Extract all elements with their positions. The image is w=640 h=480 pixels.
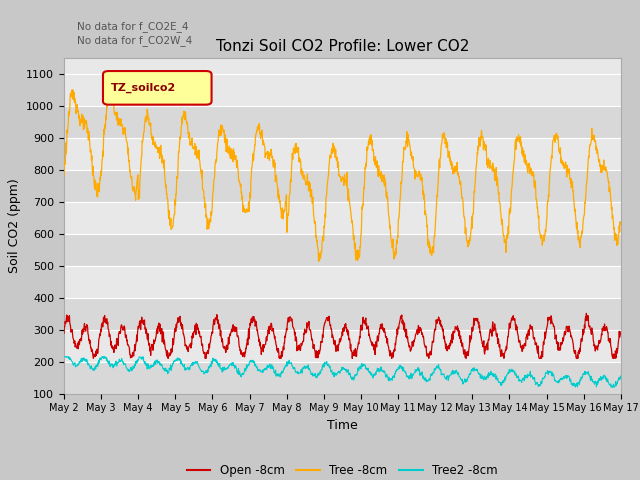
Title: Tonzi Soil CO2 Profile: Lower CO2: Tonzi Soil CO2 Profile: Lower CO2 (216, 39, 469, 54)
Y-axis label: Soil CO2 (ppm): Soil CO2 (ppm) (8, 178, 20, 273)
Tree2 -8cm (429, 370, 436, 376)
Open -8cm (502, 348, 509, 353)
Tree -8cm (552, 134, 559, 140)
Tree -8cm (246, 195, 254, 201)
Open -8cm (582, 311, 590, 316)
Line: Tree2 -8cm: Tree2 -8cm (64, 357, 621, 387)
Bar (64, 169, 621, 202)
X-axis label: Time: Time (327, 419, 358, 432)
Bar (64, 361, 621, 394)
Open -8cm (164, 356, 172, 361)
Tree2 -8cm (502, 377, 509, 383)
Tree -8cm (617, 219, 625, 225)
Tree2 -8cm (246, 358, 254, 364)
Bar (64, 330, 621, 361)
Tree2 -8cm (60, 354, 68, 360)
Tree -8cm (106, 84, 113, 90)
Legend: Open -8cm, Tree -8cm, Tree2 -8cm: Open -8cm, Tree -8cm, Tree2 -8cm (182, 459, 503, 480)
Tree2 -8cm (184, 364, 191, 370)
Open -8cm (171, 326, 179, 332)
Open -8cm (246, 322, 254, 328)
Open -8cm (429, 338, 437, 344)
Bar (64, 265, 621, 298)
Bar (64, 73, 621, 106)
Bar (64, 234, 621, 265)
Open -8cm (60, 330, 68, 336)
Open -8cm (551, 336, 559, 342)
Bar (64, 202, 621, 234)
Bar (64, 298, 621, 330)
Tree -8cm (502, 237, 510, 242)
Text: No data for f_CO2E_4: No data for f_CO2E_4 (77, 21, 188, 32)
Bar (64, 106, 621, 138)
Tree -8cm (429, 250, 437, 255)
FancyBboxPatch shape (103, 71, 212, 105)
Tree -8cm (60, 173, 68, 179)
Open -8cm (617, 329, 625, 335)
Text: No data for f_CO2W_4: No data for f_CO2W_4 (77, 35, 192, 46)
Open -8cm (184, 348, 192, 354)
Tree2 -8cm (607, 384, 615, 390)
Tree -8cm (171, 212, 179, 217)
Tree2 -8cm (617, 373, 625, 379)
Tree2 -8cm (551, 378, 559, 384)
Tree -8cm (315, 258, 323, 264)
Text: TZ_soilco2: TZ_soilco2 (111, 83, 177, 93)
Tree2 -8cm (170, 359, 178, 364)
Bar (64, 138, 621, 169)
Line: Open -8cm: Open -8cm (64, 313, 621, 359)
Tree -8cm (184, 131, 192, 137)
Line: Tree -8cm: Tree -8cm (64, 87, 621, 261)
